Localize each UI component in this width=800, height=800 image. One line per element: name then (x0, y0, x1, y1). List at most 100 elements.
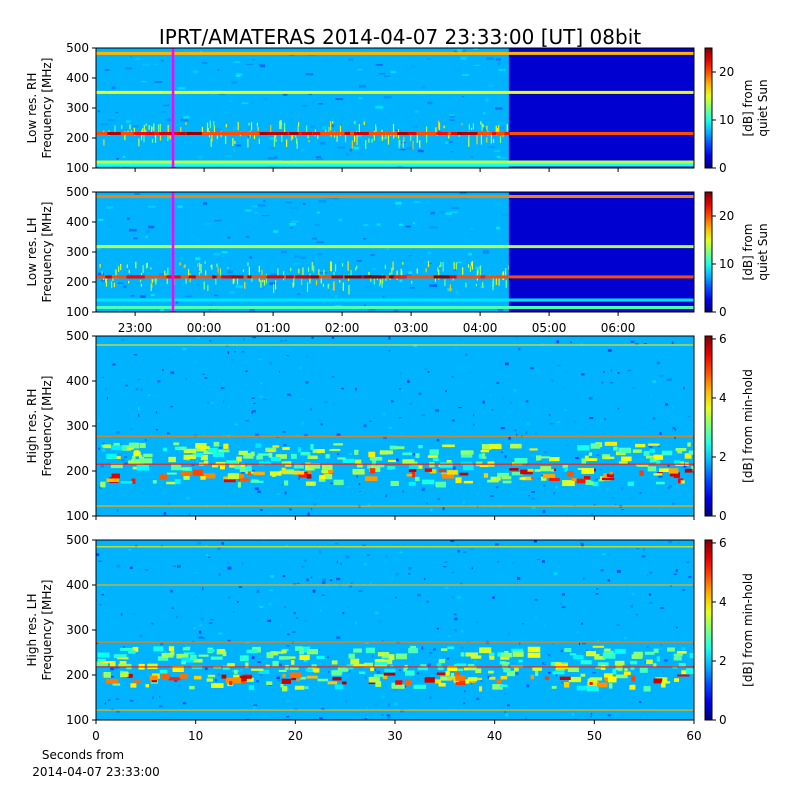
noise-mark (593, 504, 596, 506)
noise-mark (177, 87, 186, 90)
noise-mark (293, 255, 300, 258)
emission-patch (233, 674, 240, 678)
noise-mark (581, 622, 584, 625)
burst-spike (120, 264, 122, 271)
noise-mark (469, 156, 473, 158)
emission-patch (661, 450, 673, 456)
noise-mark (528, 495, 531, 497)
burst-spike (314, 129, 317, 133)
noise-mark (449, 114, 455, 116)
noise-mark (318, 200, 327, 203)
noise-mark (129, 566, 133, 569)
emission-patch (609, 471, 613, 475)
noise-mark (118, 310, 122, 312)
emission-patch (465, 652, 479, 657)
y-axis-label: High res. RH (25, 389, 39, 464)
noise-mark (505, 713, 509, 717)
noise-mark (176, 451, 178, 454)
emission-patch (644, 651, 655, 655)
noise-mark (460, 49, 467, 53)
emission-patch (181, 657, 194, 663)
emission-patch (390, 480, 399, 487)
noise-mark (468, 252, 472, 256)
burst-spike (498, 125, 500, 134)
emission-patch (181, 661, 187, 665)
noise-mark (277, 679, 281, 682)
emission-patch (680, 480, 685, 484)
emission-patch (685, 668, 694, 674)
noise-mark (116, 157, 119, 160)
emission-patch (688, 450, 694, 455)
noise-mark (202, 202, 208, 205)
emission-patch (334, 684, 344, 690)
emission-patch (192, 469, 203, 476)
emission-patch (380, 659, 393, 665)
noise-mark (302, 202, 306, 205)
noise-mark (520, 403, 525, 405)
emission-patch (292, 470, 305, 475)
noise-mark (356, 259, 362, 262)
emission-patch (157, 656, 169, 661)
noise-mark (215, 678, 217, 682)
noise-mark (316, 241, 324, 244)
burst-spike (402, 140, 404, 148)
burst-spike (354, 120, 356, 125)
noise-mark (636, 549, 639, 553)
high-res-lh-background (96, 540, 694, 720)
noise-mark (335, 98, 344, 101)
noise-mark (152, 696, 154, 699)
noise-mark (433, 467, 438, 470)
emission-patch (128, 650, 136, 654)
noise-mark (298, 477, 300, 480)
burst-spike (482, 124, 484, 128)
emission-patch (630, 666, 635, 670)
hot-segment (451, 132, 458, 135)
noise-mark (552, 642, 555, 645)
noise-mark (122, 646, 125, 648)
emission-patch (495, 444, 502, 450)
noise-mark (268, 146, 275, 150)
noise-mark (321, 581, 326, 585)
noise-mark (652, 384, 654, 388)
emission-patch (370, 465, 379, 471)
noise-mark (461, 197, 469, 200)
noise-mark (398, 223, 404, 226)
colorbar-tick-label: 0 (719, 509, 727, 523)
emission-patch (455, 668, 464, 671)
burst-spike (159, 123, 161, 134)
noise-mark (395, 129, 401, 132)
emission-patch (203, 460, 209, 465)
noise-mark (461, 74, 469, 76)
noise-mark (276, 676, 280, 680)
emission-patch (614, 648, 626, 654)
noise-mark (364, 676, 367, 680)
noise-mark (276, 493, 280, 495)
emission-patch (218, 449, 230, 453)
noise-mark (213, 429, 217, 433)
burst-spike (307, 132, 309, 139)
emission-patch (587, 681, 599, 687)
emission-patch (511, 471, 523, 476)
emission-patch (227, 473, 239, 480)
burst-spike (468, 136, 470, 147)
emission-patch (196, 448, 207, 452)
burst-spike (298, 122, 300, 127)
burst-spike (462, 267, 464, 275)
burst-spike (437, 267, 439, 272)
noise-mark (655, 469, 657, 472)
noise-mark (288, 395, 293, 398)
noise-mark (348, 58, 354, 61)
emission-patch (577, 445, 590, 451)
emission-patch (461, 453, 473, 458)
noise-mark (361, 54, 370, 57)
burst-spike (479, 265, 481, 276)
emission-patch (264, 462, 272, 465)
emission-patch (455, 477, 462, 484)
noise-mark (501, 705, 506, 709)
noise-mark (497, 308, 504, 311)
emission-patch (445, 671, 450, 676)
noise-mark (154, 81, 163, 83)
noise-mark (113, 429, 116, 432)
hot-segment (146, 132, 154, 135)
noise-mark (148, 394, 151, 397)
